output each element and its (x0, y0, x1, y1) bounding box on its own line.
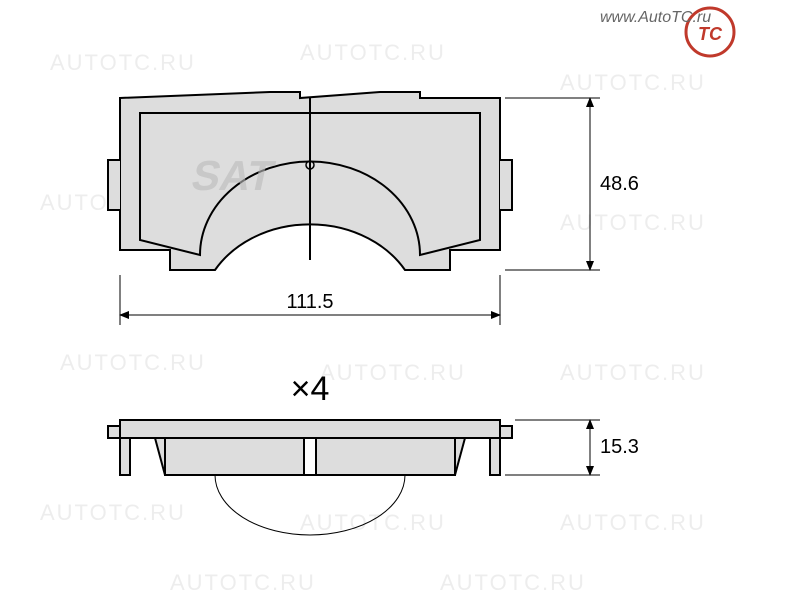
svg-text:15.3: 15.3 (600, 436, 639, 458)
svg-text:48.6: 48.6 (600, 173, 639, 195)
dim-height: 48.6 (505, 98, 639, 270)
stage: AUTOTC.RU AUTOTC.RU AUTOTC.RU AUTOTC.RU … (0, 0, 800, 600)
svg-text:SAT: SAT (188, 152, 279, 198)
drawing-svg: TC www.AutoTC.ru SAT ×4 111.5 (0, 0, 800, 600)
svg-text:111.5: 111.5 (286, 291, 333, 313)
side-view (108, 420, 512, 535)
qty-label: ×4 (291, 370, 330, 408)
front-view: SAT (108, 92, 512, 270)
dim-thickness: 15.3 (505, 420, 639, 475)
dim-width: 111.5 (120, 275, 500, 325)
svg-text:TC: TC (698, 24, 723, 44)
url-stamp: www.AutoTC.ru (600, 9, 711, 26)
